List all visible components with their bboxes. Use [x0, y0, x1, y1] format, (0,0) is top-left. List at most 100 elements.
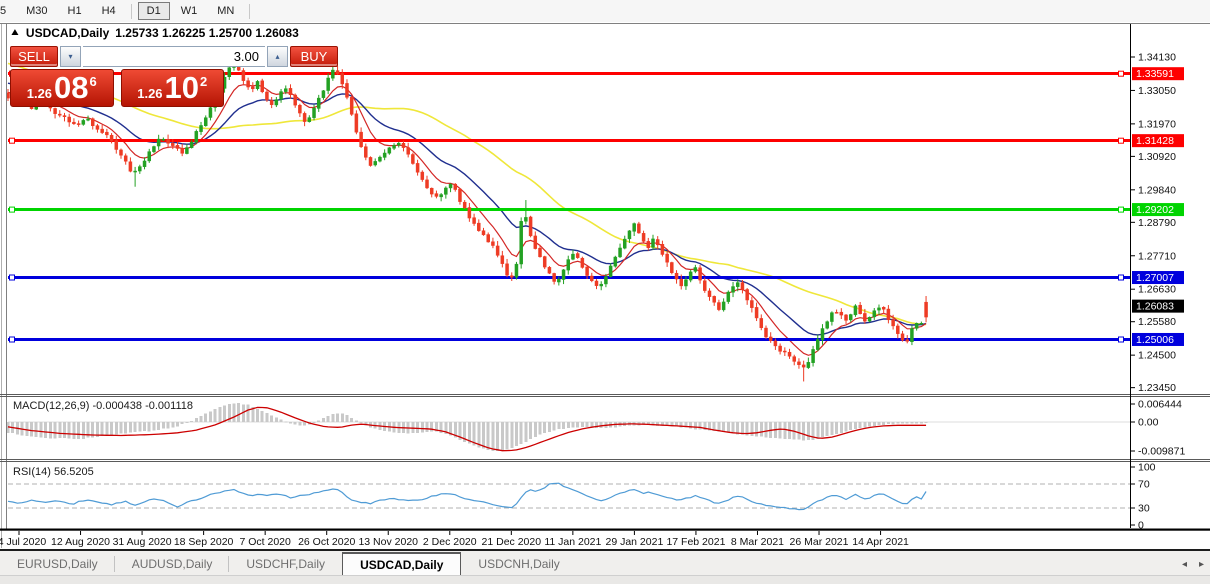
trade-controls-row: SELL ▾ ▴ BUY [10, 46, 338, 67]
svg-text:70: 70 [1138, 479, 1150, 491]
hline-handle[interactable] [1118, 274, 1124, 281]
svg-text:1.34130: 1.34130 [1138, 52, 1176, 64]
tab-usdchf-daily[interactable]: USDCHF,Daily [229, 551, 342, 577]
hline-handle[interactable] [9, 137, 15, 144]
hline-handle[interactable] [1118, 336, 1124, 343]
toolbar-separator [130, 3, 132, 19]
one-click-trading-panel: SELL ▾ ▴ BUY 1.26 08 6 1.26 10 2 [10, 46, 338, 107]
svg-text:1.26083: 1.26083 [1136, 301, 1174, 313]
one-click-panel-toggle-icon[interactable]: ▲ [9, 27, 21, 38]
rsi-name: RSI(14) [13, 466, 51, 478]
svg-text:1.29840: 1.29840 [1138, 184, 1176, 196]
svg-text:11 Jan 2021: 11 Jan 2021 [544, 536, 601, 548]
tab-label: USDCAD,Daily [360, 558, 444, 572]
hline-handle[interactable] [1118, 70, 1124, 77]
tab-scroll-controls: ◂ ▸ [1182, 551, 1204, 577]
tab-eurusd-daily[interactable]: EURUSD,Daily [0, 551, 115, 577]
svg-text:14 Apr 2021: 14 Apr 2021 [852, 536, 909, 548]
buy-price-main: 10 [164, 70, 200, 105]
svg-text:12 Aug 2020: 12 Aug 2020 [51, 536, 110, 548]
chart-frame [0, 23, 1210, 548]
buy-button[interactable]: BUY [290, 46, 338, 67]
timeframe-d1-button[interactable]: D1 [137, 2, 170, 20]
sell-price-prefix: 1.26 [26, 86, 53, 101]
svg-text:2 Dec 2020: 2 Dec 2020 [423, 536, 477, 548]
timeframe-h4-button[interactable]: H4 [101, 5, 116, 17]
svg-text:1.29202: 1.29202 [1136, 204, 1174, 216]
timeframe-toolbar: 5 M30 H1 H4 D1 W1 MN [0, 0, 1210, 22]
buy-price-prefix: 1.26 [137, 86, 163, 101]
macd-panel [6, 403, 1130, 452]
svg-text:24 Jul 2020: 24 Jul 2020 [0, 536, 46, 548]
chart-ohlc-values: 1.25733 1.26225 1.25700 1.26083 [115, 26, 299, 40]
timeframe-mn-button[interactable]: MN [217, 5, 235, 17]
tab-label: AUDUSD,Daily [131, 557, 213, 571]
hline-handle[interactable] [9, 336, 15, 343]
svg-text:1.33050: 1.33050 [1138, 85, 1176, 97]
buy-price-display[interactable]: 1.26 10 2 [120, 69, 224, 107]
trade-prices-row: 1.26 08 6 1.26 10 2 [10, 69, 224, 107]
timeframe-m30-button[interactable]: M30 [26, 5, 48, 17]
tab-usdcad-daily[interactable]: USDCAD,Daily [342, 552, 462, 577]
tab-audusd-daily[interactable]: AUDUSD,Daily [115, 551, 230, 577]
timeframe-m5-button[interactable]: 5 [0, 5, 7, 17]
sell-price-display[interactable]: 1.26 08 6 [10, 69, 114, 107]
svg-text:1.31428: 1.31428 [1136, 135, 1174, 147]
sell-button[interactable]: SELL [10, 46, 58, 67]
volume-input[interactable] [83, 46, 265, 67]
svg-text:1.24500: 1.24500 [1138, 350, 1176, 362]
svg-text:7 Oct 2020: 7 Oct 2020 [239, 536, 291, 548]
svg-text:-0.009871: -0.009871 [1138, 446, 1185, 458]
volume-increase-button[interactable]: ▴ [267, 46, 288, 67]
hline-handle[interactable] [9, 206, 15, 213]
timeframe-w1-button[interactable]: W1 [180, 5, 198, 17]
rsi-panel [7, 482, 1130, 511]
tab-label: USDCHF,Daily [246, 557, 326, 571]
svg-text:31 Aug 2020: 31 Aug 2020 [113, 536, 172, 548]
timeframe-h1-button[interactable]: H1 [67, 5, 82, 17]
svg-text:1.31970: 1.31970 [1138, 118, 1176, 130]
tab-label: EURUSD,Daily [17, 557, 98, 571]
svg-text:29 Jan 2021: 29 Jan 2021 [605, 536, 663, 548]
chart-title: ▲ USDCAD,Daily 1.25733 1.26225 1.25700 1… [9, 26, 299, 40]
tab-scroll-left-icon[interactable]: ◂ [1181, 558, 1187, 570]
rsi-value: 56.5205 [53, 466, 94, 478]
svg-text:21 Dec 2020: 21 Dec 2020 [482, 536, 542, 548]
hline-handle[interactable] [1118, 137, 1124, 144]
svg-text:1.28790: 1.28790 [1138, 217, 1176, 229]
tab-usdcnh-daily[interactable]: USDCNH,Daily [461, 551, 576, 577]
hline-handle[interactable] [1118, 206, 1124, 213]
svg-text:100: 100 [1138, 462, 1156, 474]
chart-symbol-label: USDCAD,Daily [25, 26, 110, 40]
chart-area[interactable]: 1.34130 1.33050 1.31970 1.30920 1.29840 1.287… [0, 22, 1210, 549]
toolbar-separator [249, 3, 251, 19]
svg-text:1.33591: 1.33591 [1136, 68, 1174, 80]
svg-text:26 Oct 2020: 26 Oct 2020 [298, 536, 355, 548]
svg-text:8 Mar 2021: 8 Mar 2021 [731, 536, 784, 548]
hline-handle[interactable] [9, 274, 15, 281]
macd-indicator-label: MACD(12,26,9) -0.000438 -0.001118 [13, 400, 193, 412]
svg-text:1.27710: 1.27710 [1138, 250, 1176, 262]
macd-name: MACD(12,26,9) [13, 400, 90, 412]
tab-scroll-right-icon[interactable]: ▸ [1198, 558, 1204, 570]
svg-text:0.00: 0.00 [1138, 417, 1159, 429]
price-axis: 1.34130 1.33050 1.31970 1.30920 1.29840 1.287… [1131, 52, 1185, 532]
svg-text:26 Mar 2021: 26 Mar 2021 [790, 536, 849, 548]
sell-price-main: 08 [54, 70, 89, 105]
ma-fast-line [7, 84, 927, 356]
svg-text:30: 30 [1138, 503, 1150, 515]
svg-text:17 Feb 2021: 17 Feb 2021 [666, 536, 725, 548]
svg-text:1.25580: 1.25580 [1138, 316, 1176, 328]
rsi-indicator-label: RSI(14) 56.5205 [13, 466, 94, 478]
tab-separator [228, 556, 230, 572]
svg-text:13 Nov 2020: 13 Nov 2020 [358, 536, 418, 548]
svg-text:1.27007: 1.27007 [1136, 272, 1174, 284]
svg-text:18 Sep 2020: 18 Sep 2020 [174, 536, 234, 548]
macd-values: -0.000438 -0.001118 [92, 400, 193, 412]
sell-price-pip: 6 [89, 73, 97, 89]
volume-decrease-button[interactable]: ▾ [60, 46, 81, 67]
svg-text:1.30920: 1.30920 [1138, 151, 1176, 163]
svg-text:1.25006: 1.25006 [1136, 334, 1174, 346]
